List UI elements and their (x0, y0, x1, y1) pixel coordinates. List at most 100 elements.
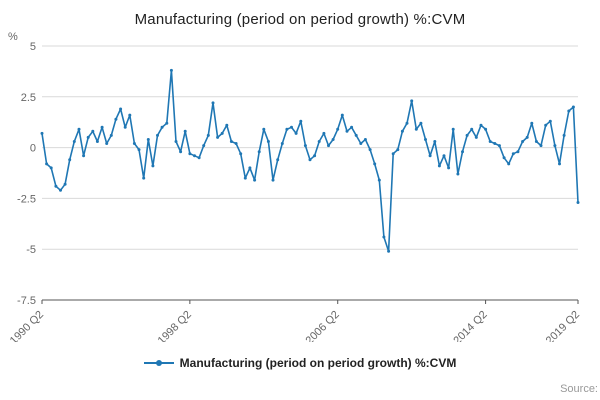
data-point (239, 152, 243, 156)
data-point (179, 150, 183, 154)
data-point (327, 144, 330, 148)
data-point (132, 142, 136, 145)
data-point (165, 121, 169, 125)
data-point (558, 162, 561, 166)
data-point (243, 176, 247, 180)
data-point (410, 99, 414, 103)
data-point (571, 105, 575, 109)
data-point (534, 140, 538, 143)
data-point (197, 156, 201, 160)
data-point (105, 142, 109, 145)
data-point (322, 131, 326, 135)
data-point (428, 154, 432, 158)
data-point (567, 109, 571, 113)
data-point (474, 135, 478, 139)
x-tick-label: 2014 Q2 (451, 309, 489, 342)
y-tick-label: -7.5 (17, 295, 36, 307)
source-label: Source: (560, 383, 598, 395)
data-point (82, 154, 86, 158)
data-point (276, 158, 280, 162)
x-tick-label: 1990 Q2 (8, 309, 46, 342)
y-axis-unit-label: % (8, 31, 18, 43)
data-point (234, 142, 238, 145)
data-point (340, 113, 344, 117)
data-point (507, 162, 511, 166)
data-point (137, 148, 141, 152)
data-point (382, 235, 386, 239)
data-point (202, 144, 206, 148)
data-point (95, 140, 99, 143)
data-point (424, 138, 427, 141)
data-point (290, 125, 293, 129)
data-point (109, 133, 113, 137)
data-point (271, 178, 275, 182)
data-point (405, 121, 409, 125)
data-point (211, 101, 215, 105)
legend-label: Manufacturing (period on period growth) … (179, 356, 457, 370)
x-tick-label: 2006 Q2 (304, 309, 342, 342)
data-point (502, 156, 506, 160)
data-point (229, 140, 233, 143)
data-point (391, 152, 395, 156)
data-point (544, 123, 548, 127)
data-point (63, 182, 67, 186)
data-point (437, 164, 441, 168)
data-point (377, 178, 381, 182)
data-point (336, 127, 340, 131)
data-point (548, 119, 552, 123)
data-point (433, 140, 437, 143)
data-point (285, 127, 289, 131)
data-point (461, 150, 464, 154)
data-point (248, 166, 252, 170)
data-point (442, 154, 446, 158)
y-tick-label: 0 (30, 143, 36, 155)
data-point (174, 140, 178, 143)
data-point (86, 135, 90, 139)
data-point (169, 68, 173, 72)
data-point (303, 144, 307, 148)
data-point (151, 164, 155, 168)
data-point (359, 142, 363, 145)
data-point (345, 129, 349, 133)
data-point (68, 158, 72, 162)
data-point (119, 107, 123, 111)
legend: Manufacturing (period on period growth) … (0, 356, 600, 370)
data-point (299, 119, 303, 123)
legend-dot (155, 360, 162, 366)
y-tick-label: -2.5 (17, 193, 36, 205)
data-point (400, 129, 404, 133)
data-point (511, 152, 515, 156)
data-point (266, 140, 270, 143)
data-point (91, 129, 95, 133)
data-point (576, 201, 580, 204)
data-point (146, 138, 150, 141)
x-tick-label: 1998 Q2 (156, 309, 194, 342)
data-point (100, 125, 104, 129)
data-point (387, 249, 391, 253)
data-point (225, 123, 229, 127)
data-point (368, 148, 372, 152)
data-point (142, 176, 146, 180)
data-point (493, 142, 497, 145)
data-point (525, 135, 529, 139)
data-point (59, 188, 62, 192)
x-tick-label: 2019 Q2 (544, 309, 582, 342)
data-point (123, 125, 127, 129)
data-point (539, 144, 543, 148)
data-point (465, 133, 469, 137)
data-point (354, 133, 358, 137)
data-point (516, 150, 520, 154)
data-point (114, 117, 118, 121)
data-point (160, 125, 164, 129)
data-point (262, 127, 266, 131)
data-point (193, 154, 196, 158)
data-point (128, 113, 132, 117)
data-point (317, 140, 321, 143)
data-point (497, 144, 501, 148)
data-point (45, 162, 49, 166)
data-point (206, 133, 210, 137)
y-tick-label: 2.5 (21, 92, 36, 104)
chart-title: Manufacturing (period on period growth) … (134, 11, 466, 28)
data-point (72, 140, 76, 143)
data-point (447, 166, 451, 170)
